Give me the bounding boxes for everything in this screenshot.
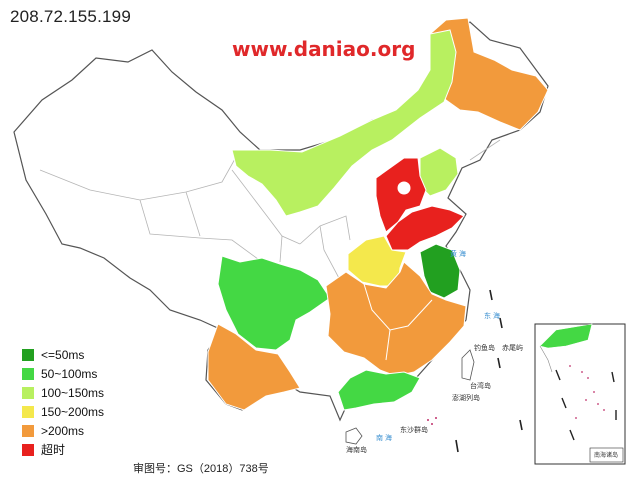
- legend-label: >200ms: [41, 423, 85, 438]
- region-henan: [347, 235, 407, 287]
- legend-label: 100~150ms: [41, 385, 105, 400]
- legend-label: <=50ms: [41, 347, 85, 362]
- region-yunnan: [207, 323, 301, 411]
- map-review-number: 审图号：GS（2018）738号: [133, 463, 269, 475]
- region-sichuan: [217, 255, 331, 351]
- region-jiangsu: [419, 243, 461, 299]
- legend-item: 100~150ms: [22, 383, 104, 402]
- label-hainan: 海南岛: [346, 445, 367, 454]
- ip-address: 208.72.155.199: [10, 7, 131, 26]
- legend-swatch: [22, 386, 34, 399]
- legend: <=50ms 50~100ms 100~150ms 150~200ms >200…: [22, 345, 104, 459]
- legend-swatch: [22, 424, 34, 437]
- region-beijing-hole: [397, 181, 411, 195]
- legend-item: 超时: [22, 440, 104, 459]
- label-diaoyu: 钓鱼岛: [474, 343, 495, 352]
- legend-swatch: [22, 348, 34, 361]
- legend-label: 50~100ms: [41, 366, 98, 381]
- label-south-sea-islands: 南海诸岛: [594, 451, 618, 459]
- legend-label: 超时: [41, 443, 66, 457]
- sea-boundary-marks: [455, 289, 523, 453]
- region-hainan: [345, 427, 363, 445]
- label-yellow-sea: 黄 海: [450, 249, 466, 258]
- legend-item: <=50ms: [22, 345, 104, 364]
- province-borders: [39, 139, 501, 281]
- watermark-site: www.daniao.org: [232, 37, 416, 61]
- legend-swatch: [22, 443, 34, 456]
- legend-label: 150~200ms: [41, 404, 105, 419]
- legend-item: 150~200ms: [22, 402, 104, 421]
- region-inner-mongolia: [231, 29, 457, 217]
- legend-swatch: [22, 367, 34, 380]
- south-sea-inset: 南海诸岛: [534, 323, 626, 465]
- legend-item: 50~100ms: [22, 364, 104, 383]
- label-chiwei: 赤尾屿: [502, 343, 523, 352]
- label-east-sea: 东 海: [484, 311, 500, 320]
- label-south-sea: 南 海: [376, 433, 392, 442]
- region-guangdong: [337, 369, 421, 411]
- region-taiwan: [461, 349, 475, 381]
- label-taiwan: 台湾岛: [470, 381, 491, 390]
- region-hebei: [375, 157, 427, 233]
- region-shandong: [385, 205, 465, 251]
- label-dongsha: 东沙群岛: [400, 425, 428, 434]
- island-dots: [427, 417, 437, 425]
- region-central-south: [325, 261, 467, 377]
- legend-swatch: [22, 405, 34, 418]
- region-heilongjiang: [429, 17, 549, 131]
- label-penghu: 澎湖列岛: [452, 393, 480, 402]
- legend-item: >200ms: [22, 421, 104, 440]
